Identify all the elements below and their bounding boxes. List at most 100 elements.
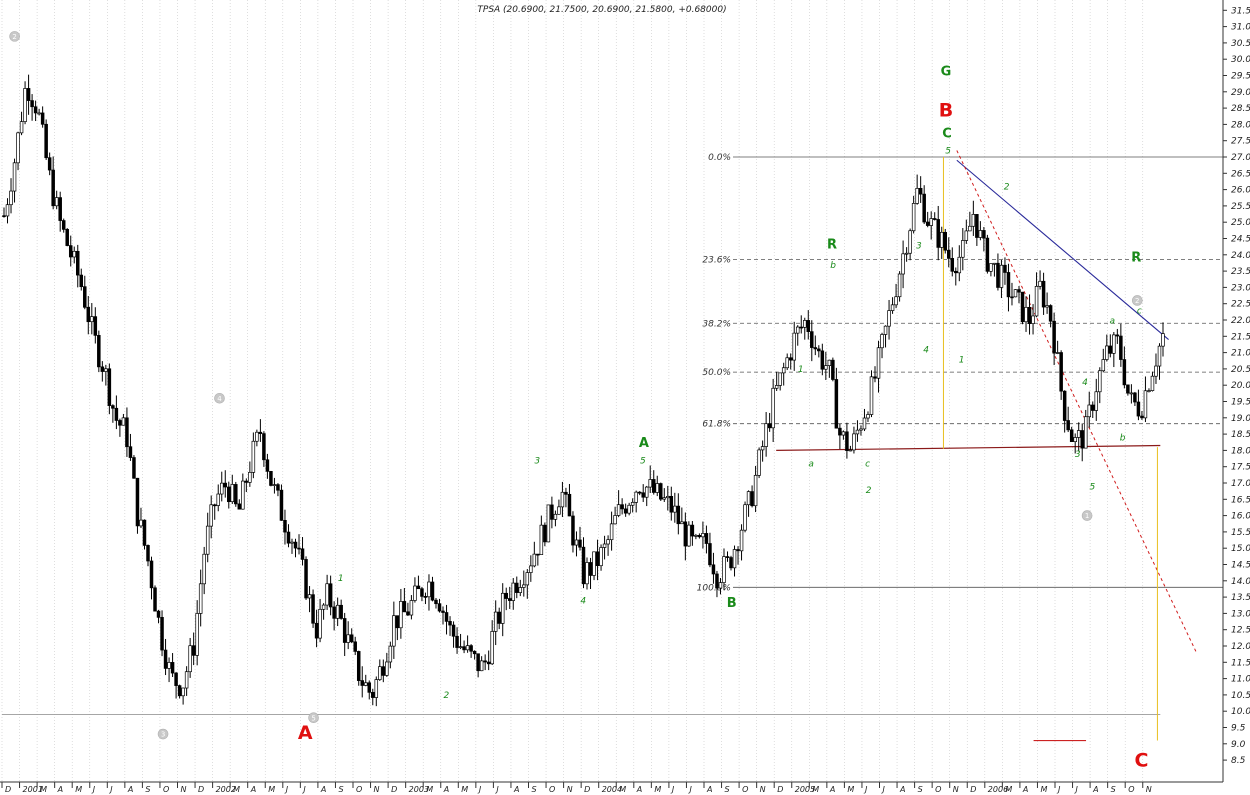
y-tick-label: 21.0	[1231, 349, 1250, 359]
x-tick-label: A	[829, 785, 835, 794]
candle-body	[637, 491, 642, 494]
candle-body	[602, 543, 607, 548]
candle-body	[153, 587, 157, 612]
candle-body	[68, 245, 73, 258]
candle-body	[198, 583, 203, 614]
wave-circle-marker	[214, 392, 225, 404]
candle-body	[785, 357, 789, 369]
candle-body	[483, 660, 487, 663]
candle-body	[996, 262, 1000, 288]
x-tick-label: J	[301, 785, 306, 794]
y-tick-label: 15.5	[1231, 528, 1250, 538]
candle-body	[788, 357, 793, 361]
candle-body	[553, 513, 558, 520]
candle-body	[392, 615, 396, 647]
candle-body	[588, 562, 593, 576]
x-tick-label: M	[268, 785, 275, 794]
candle-body	[978, 230, 983, 238]
candle-body	[33, 106, 38, 114]
y-tick-label: 16.5	[1231, 495, 1250, 505]
wave-label: b	[830, 261, 836, 271]
candle-body	[644, 486, 649, 498]
candle-body	[701, 533, 705, 538]
candle-body	[500, 592, 505, 624]
candle-body	[156, 610, 161, 618]
y-tick-label: 29.5	[1231, 72, 1250, 82]
x-tick-label: D	[198, 785, 204, 794]
candle-body	[163, 649, 168, 669]
wave-circle-marker	[308, 712, 319, 724]
candle-body	[360, 680, 364, 686]
candle-body	[451, 624, 456, 637]
candle-body	[420, 588, 424, 597]
y-tick-label: 28.0	[1231, 120, 1250, 130]
wave-label: 2	[1004, 183, 1010, 193]
candle-body	[283, 520, 287, 533]
candle-body	[546, 504, 551, 543]
candle-body	[922, 193, 926, 223]
y-tick-label: 27.5	[1231, 137, 1250, 147]
candle-body	[511, 582, 516, 601]
y-tick-label: 14.5	[1231, 561, 1250, 571]
candle-body	[1048, 305, 1053, 322]
candle-body	[325, 583, 329, 606]
candle-body	[866, 414, 870, 419]
candle-body	[918, 188, 923, 195]
candle-body	[655, 483, 660, 493]
candle-body	[97, 335, 101, 368]
wave-circle-label: 1	[1085, 512, 1089, 520]
candle-body	[47, 157, 52, 171]
candle-body	[992, 262, 997, 265]
candle-body	[813, 347, 818, 350]
candle-body	[1105, 345, 1109, 360]
x-tick-label: 2005	[795, 785, 815, 794]
wave-circle-label: 2	[12, 33, 16, 41]
wave-label: C	[942, 126, 952, 141]
x-tick-label: D	[584, 785, 590, 794]
candle-body	[1091, 404, 1095, 411]
wave-label: R	[827, 237, 837, 252]
candle-body	[1133, 392, 1137, 403]
candle-body	[1006, 272, 1011, 298]
candle-body	[897, 273, 902, 298]
x-tick-label: J	[687, 785, 692, 794]
y-tick-label: 25.0	[1231, 218, 1250, 228]
candle-body	[241, 480, 245, 510]
candle-body	[915, 188, 919, 204]
candle-body	[26, 88, 31, 101]
candle-body	[304, 559, 308, 599]
support-line	[776, 444, 1161, 451]
y-tick-label: 14.0	[1231, 577, 1250, 587]
x-tick-label: S	[338, 785, 343, 794]
candle-body	[1069, 429, 1074, 443]
candle-body	[58, 197, 62, 221]
wave-label: R	[1131, 250, 1141, 265]
candle-body	[532, 553, 537, 567]
resistance-trendline	[956, 159, 1169, 340]
candle-body	[507, 598, 512, 601]
candle-body	[321, 604, 326, 610]
candle-body	[890, 304, 895, 311]
candle-body	[694, 535, 698, 537]
candle-body	[606, 539, 610, 545]
x-tick-label: J	[1056, 785, 1061, 794]
candle-body	[37, 112, 41, 115]
x-tick-label: O	[742, 785, 748, 794]
candle-body	[54, 197, 59, 207]
x-tick-label: 2001	[23, 785, 43, 794]
candle-body	[353, 641, 357, 652]
chart-title: TPSA (20.6900, 21.7500, 20.6900, 21.5800…	[477, 5, 726, 15]
x-tick-label: A	[1022, 785, 1028, 794]
candle-body	[767, 423, 772, 429]
candle-body	[739, 529, 744, 552]
candle-body	[93, 316, 98, 336]
candle-body	[220, 482, 224, 495]
wave-label: c	[1137, 306, 1142, 316]
x-tick-label: N	[1146, 785, 1152, 794]
x-tick-label: S	[725, 785, 730, 794]
candle-body	[40, 112, 45, 125]
candle-body	[328, 583, 333, 608]
candle-body	[114, 407, 119, 421]
candle-body	[932, 218, 937, 220]
candle-body	[493, 611, 498, 632]
